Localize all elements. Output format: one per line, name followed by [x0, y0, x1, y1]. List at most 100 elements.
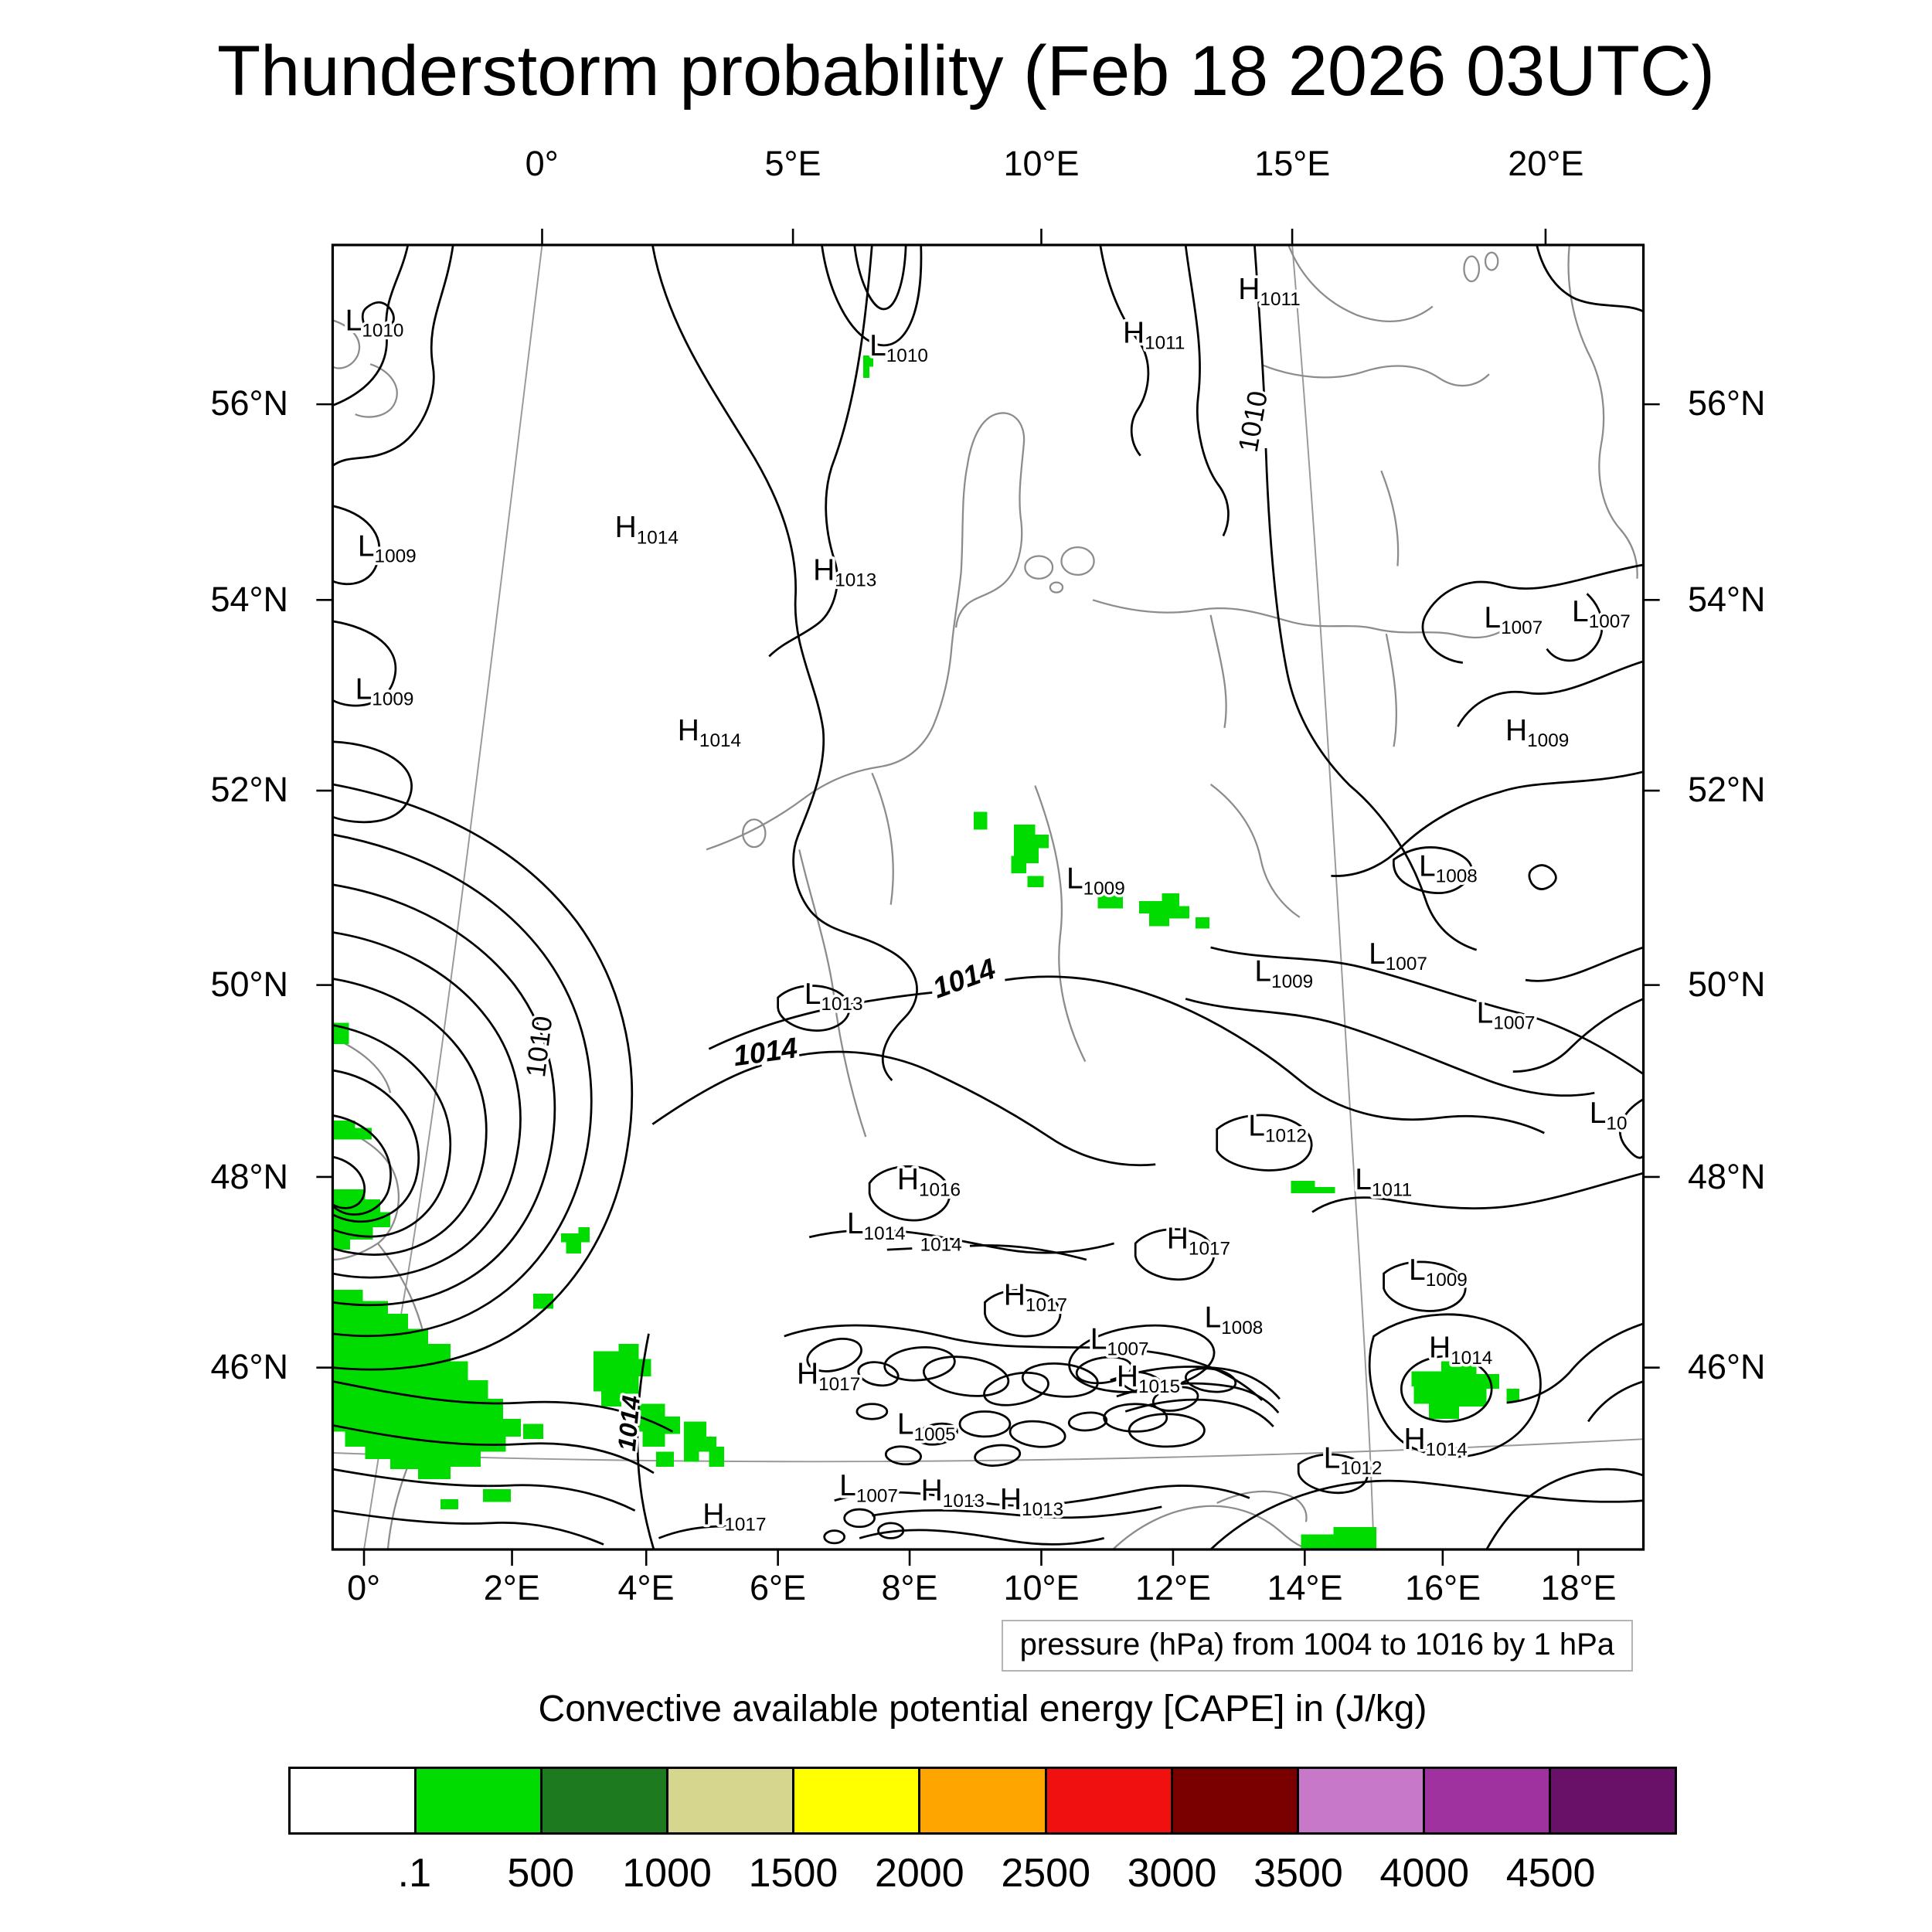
colorbar-tick-label: 1000: [622, 1851, 712, 1896]
colorbar-tick-label: 2500: [1001, 1851, 1091, 1896]
legend-title: Convective available potential energy [C…: [538, 1689, 1427, 1730]
pressure-label-h1014: H1014: [615, 511, 679, 548]
left-axis-label: 46°N: [210, 1347, 288, 1387]
top-axis-label: 20°E: [1508, 144, 1584, 183]
bottom-axis-label: 14°E: [1267, 1568, 1343, 1607]
colorbar-cell: [1172, 1769, 1297, 1832]
pressure-label-l10: L10: [1590, 1097, 1628, 1134]
pressure-label-h1017: H1017: [1167, 1222, 1230, 1259]
pressure-label-h1014: H1014: [678, 714, 741, 751]
pressure-label-h1014: H1014: [1429, 1332, 1492, 1369]
pressure-label-l1012: L1012: [1248, 1109, 1307, 1146]
pressure-label-l1009: L1009: [1409, 1253, 1468, 1291]
cape-colorbar-labels: .1 500 1000 1500 2000 2500 3000 3500 4000 4500: [288, 1850, 1677, 1900]
colorbar-cell: [1046, 1769, 1171, 1832]
pressure-label-l1007: L1007: [1484, 601, 1543, 638]
pressure-contours: [332, 244, 1645, 1551]
pressure-label-l1013: L1013: [804, 978, 863, 1015]
left-axis-label: 48°N: [210, 1156, 288, 1196]
pressure-label-l1007: L1007: [1572, 595, 1631, 632]
colorbar-cell: [291, 1769, 415, 1832]
coastlines: [332, 244, 1638, 1551]
bottom-axis-label: 18°E: [1540, 1568, 1617, 1607]
colorbar-tick-label: 4000: [1379, 1851, 1470, 1896]
colorbar-cell: [920, 1769, 1045, 1832]
colorbar-tick-label: 3000: [1127, 1851, 1217, 1896]
pressure-cape-map: L1010 L1010 H1011 H1011 L1009 H1014 H1013 L1007…: [316, 228, 1660, 1566]
contour-inline-label: 1010: [520, 1014, 558, 1079]
contour-inline-label: 1014: [731, 1031, 799, 1072]
pressure-label-h1017: H1017: [1004, 1279, 1067, 1316]
left-axis-label: 52°N: [210, 770, 288, 810]
pressure-label-l1009: L1009: [1066, 862, 1125, 900]
contour-value-labels: 1010 1010 1014 1014 1014 1014: [518, 386, 1276, 1455]
pressure-label-l1009: L1009: [1254, 955, 1313, 992]
pressure-label-h1011: H1011: [1238, 273, 1300, 310]
colorbar-cell: [417, 1769, 541, 1832]
colorbar-tick-label: 1500: [748, 1851, 838, 1896]
right-axis-label: 48°N: [1688, 1156, 1766, 1196]
pressure-label-h1017: H1017: [702, 1498, 766, 1536]
colorbar-tick-label: 4500: [1505, 1851, 1596, 1896]
axis-ticks: [316, 228, 1660, 1566]
colorbar-cell: [1550, 1769, 1675, 1832]
top-axis-label: 15°E: [1254, 144, 1331, 183]
top-axis-label: 0°: [525, 144, 559, 183]
bottom-axis-label: 12°E: [1134, 1568, 1212, 1607]
pressure-label-h1013: H1013: [921, 1475, 985, 1512]
pressure-label-l1010: L1010: [345, 304, 404, 341]
right-axis-label: 54°N: [1688, 579, 1766, 619]
pressure-label-l1007: L1007: [839, 1469, 898, 1506]
colorbar-tick-label: 500: [507, 1851, 575, 1896]
colorbar-tick-label: 2000: [874, 1851, 964, 1896]
pressure-label-h1009: H1009: [1505, 714, 1569, 751]
pressure-label-h1013: H1013: [813, 553, 876, 590]
right-axis-label: 56°N: [1688, 383, 1766, 423]
bottom-axis-label: 8°E: [881, 1568, 938, 1607]
bottom-axis-label: 4°E: [617, 1568, 675, 1607]
pressure-label-l1009: L1009: [358, 530, 417, 567]
pressure-center-labels: L1010 L1010 H1011 H1011 L1009 H1014 H1013 L1007…: [342, 270, 1633, 1538]
pressure-label-l1008: L1008: [1419, 849, 1478, 886]
contour-inline-label: 1014: [920, 1235, 962, 1256]
left-axis-label: 54°N: [210, 579, 288, 619]
bottom-axis-label: 2°E: [483, 1568, 540, 1607]
contour-inline-label: 1010: [1233, 389, 1274, 454]
pressure-label-l1009: L1009: [355, 673, 414, 710]
cape-shading: [332, 355, 1519, 1549]
pressure-label-h1015: H1015: [1117, 1360, 1180, 1397]
top-axis-label: 10°E: [1003, 144, 1080, 183]
right-axis-label: 50°N: [1688, 964, 1766, 1005]
colorbar-tick-label: .1: [397, 1851, 432, 1896]
left-axis-label: 50°N: [210, 964, 288, 1005]
pressure-label-l1010: L1010: [869, 329, 928, 366]
pressure-label-l1011: L1011: [1355, 1163, 1412, 1200]
pressure-label-h1011: H1011: [1123, 317, 1185, 354]
pressure-caption: pressure (hPa) from 1004 to 1016 by 1 hP…: [1001, 1620, 1633, 1672]
pressure-label-l1007: L1007: [1477, 996, 1536, 1033]
pressure-label-h1013: H1013: [1000, 1483, 1063, 1520]
pressure-label-h1014: H1014: [1404, 1423, 1468, 1460]
cape-colorbar: [288, 1767, 1677, 1835]
bottom-axis-label: 10°E: [1003, 1568, 1080, 1607]
bottom-axis-label: 0°: [347, 1568, 381, 1607]
right-axis-label: 46°N: [1688, 1347, 1766, 1387]
colorbar-cell: [668, 1769, 793, 1832]
left-axis-label: 56°N: [210, 383, 288, 423]
pressure-label-l1012: L1012: [1324, 1442, 1383, 1479]
pressure-label-l1007: L1007: [1369, 937, 1427, 975]
pressure-label-l1005: L1005: [897, 1408, 956, 1445]
right-axis-label: 52°N: [1688, 770, 1766, 810]
colorbar-cell: [543, 1769, 667, 1832]
pressure-label-l1008: L1008: [1204, 1301, 1263, 1338]
contour-inline-label: 1014: [613, 1394, 645, 1452]
colorbar-cell: [1424, 1769, 1549, 1832]
colorbar-tick-label: 3500: [1253, 1851, 1343, 1896]
bottom-axis-label: 16°E: [1405, 1568, 1481, 1607]
chart-title: Thunderstorm probability (Feb 18 2026 03…: [216, 32, 1716, 111]
pressure-label-l1014: L1014: [847, 1207, 906, 1244]
bottom-axis-label: 6°E: [749, 1568, 807, 1607]
pressure-label-h1017: H1017: [797, 1358, 860, 1395]
contour-inline-label: 1014: [928, 952, 1000, 1005]
